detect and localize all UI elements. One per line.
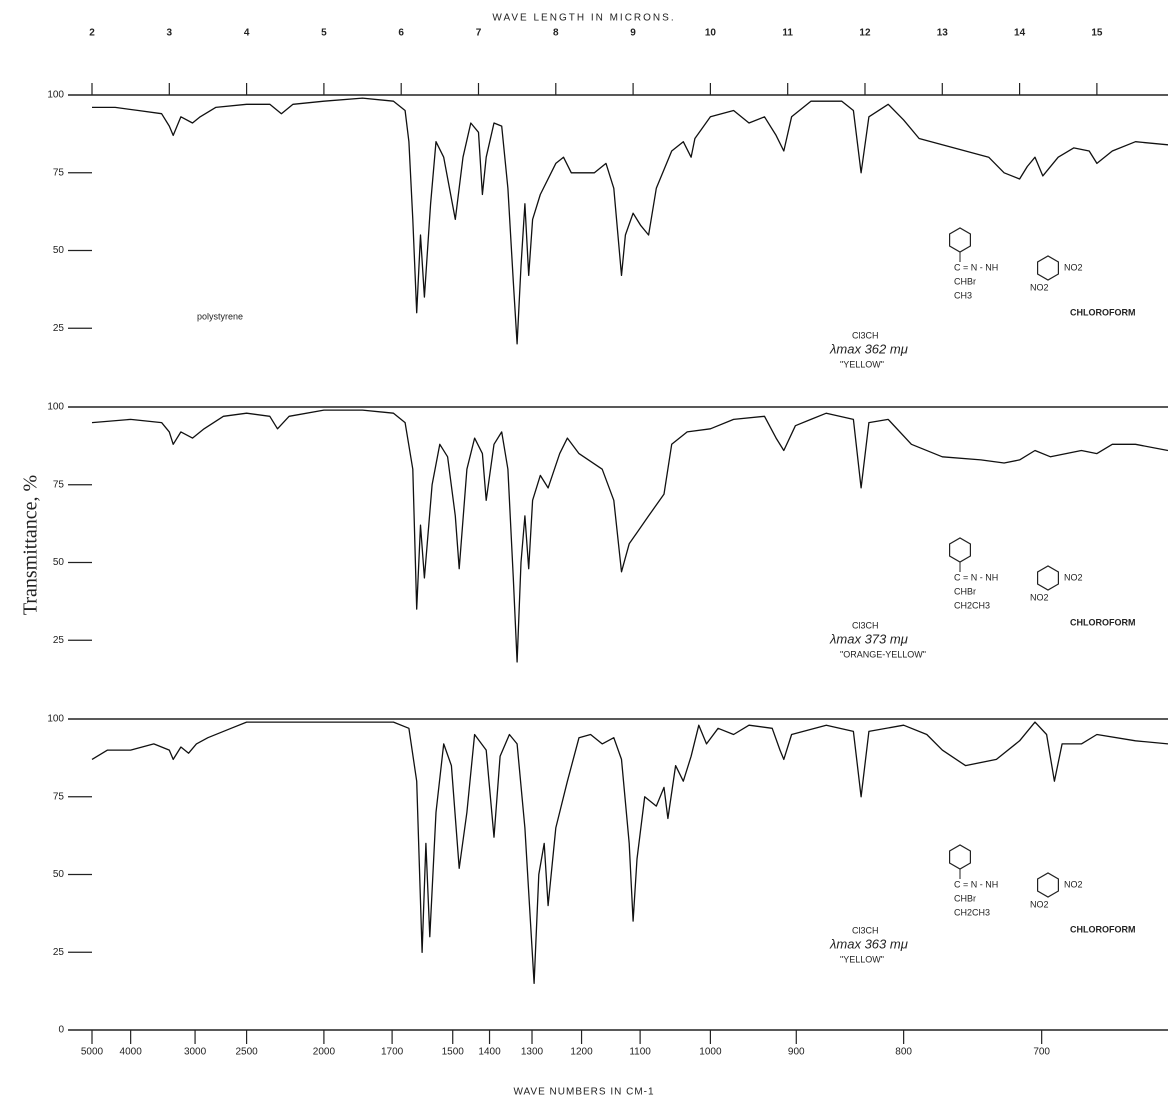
structure-text: CHBr [954,893,976,903]
y-tick-label: 50 [53,245,65,256]
top-tick-label: 5 [321,28,327,39]
y-tick-label: 75 [53,479,65,490]
top-tick-label: 11 [782,28,793,39]
y-tick-label: 75 [53,791,65,802]
nitrophenyl-ring [1037,255,1059,281]
bottom-tick-label: 1500 [442,1047,465,1058]
y-tick-label: 100 [47,714,64,725]
solvent-formula: Cl3CH [852,620,879,630]
bottom-tick-label: 1100 [629,1047,651,1058]
spectrum-line [92,97,1168,345]
structure-text: C = N - NH [954,572,998,582]
y-axis-label: Transmittance, % [20,475,42,615]
benzene-ring [949,537,971,563]
benzene-ring [949,844,971,870]
y-tick-label: 0 [58,1025,64,1036]
y-tick-label: 100 [47,402,64,413]
y-tick-label: 50 [53,557,65,568]
top-axis-label: WAVE LENGTH IN MICRONS. [492,13,675,24]
structure-text: NO2 [1030,899,1049,909]
y-tick-label: 75 [53,167,65,178]
color-name: "YELLOW" [840,954,884,964]
top-tick-label: 8 [553,28,559,39]
y-tick-label: 25 [53,947,65,958]
top-tick-label: 2 [89,28,95,39]
spectrum-line [91,721,1168,984]
bottom-tick-label: 1400 [478,1047,501,1058]
structure-text: NO2 [1064,262,1083,272]
bottom-tick-label: 2000 [313,1047,336,1058]
lambda-max: λmax 362 mμ [829,341,908,356]
nitrophenyl-ring [1037,872,1059,898]
bottom-axis-label: WAVE NUMBERS IN CM-1 [513,1087,654,1098]
solvent: CHLOROFORM [1070,924,1136,934]
sample-label: polystyrene [197,311,243,321]
y-tick-label: 100 [47,90,64,101]
top-tick-label: 15 [1091,28,1103,39]
structure-text: CHBr [954,586,976,596]
solvent-formula: Cl3CH [852,925,879,935]
solvent-formula: Cl3CH [852,330,879,340]
top-tick-label: 10 [705,28,717,39]
lambda-max: λmax 373 mμ [829,631,908,646]
top-tick-label: 7 [476,28,482,39]
structure-text: NO2 [1064,572,1083,582]
top-tick-label: 4 [244,28,250,39]
structure-text: CH2CH3 [954,907,990,917]
bottom-tick-label: 700 [1033,1047,1050,1058]
bottom-tick-label: 4000 [120,1047,143,1058]
bottom-tick-label: 2500 [235,1047,258,1058]
y-tick-label: 25 [53,323,65,334]
top-tick-label: 3 [167,28,173,39]
solvent: CHLOROFORM [1070,617,1136,627]
structure-text: NO2 [1030,282,1049,292]
bottom-tick-label: 800 [895,1047,912,1058]
bottom-tick-label: 900 [788,1047,805,1058]
bottom-tick-label: 1000 [699,1047,722,1058]
bottom-tick-label: 1700 [381,1047,404,1058]
structure-text: NO2 [1030,592,1049,602]
structure-text: NO2 [1064,879,1083,889]
structure-text: CH3 [954,290,972,300]
bottom-tick-label: 5000 [81,1047,104,1058]
top-tick-label: 12 [859,28,871,39]
color-name: "ORANGE-YELLOW" [840,649,926,659]
structure-text: CH2CH3 [954,600,990,610]
top-tick-label: 9 [630,28,636,39]
spectrum-line [91,409,1168,663]
nitrophenyl-ring [1037,565,1059,591]
y-tick-label: 25 [53,635,65,646]
structure-text: C = N - NH [954,879,998,889]
bottom-tick-label: 1200 [570,1047,593,1058]
bottom-tick-label: 1300 [521,1047,544,1058]
y-tick-label: 50 [53,869,65,880]
top-tick-label: 6 [398,28,404,39]
solvent: CHLOROFORM [1070,307,1136,317]
benzene-ring [949,227,971,253]
structure-text: C = N - NH [954,262,998,272]
color-name: "YELLOW" [840,359,884,369]
top-tick-label: 14 [1014,28,1026,39]
structure-text: CHBr [954,276,976,286]
top-tick-label: 13 [937,28,949,39]
lambda-max: λmax 363 mμ [829,936,908,951]
bottom-tick-label: 3000 [184,1047,207,1058]
